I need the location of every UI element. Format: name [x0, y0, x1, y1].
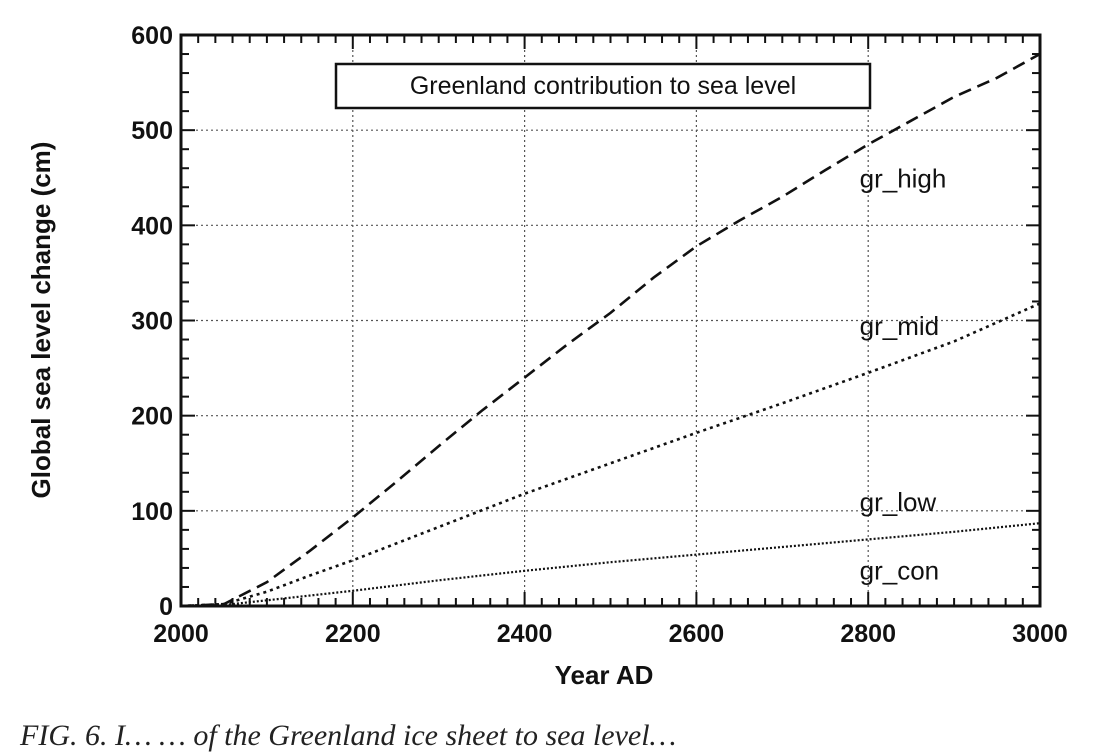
figure-caption: FIG. 6. I… … of the Greenland ice sheet …: [19, 719, 676, 752]
title-box: Greenland contribution to sea level: [334, 62, 872, 110]
y-tick-label: 0: [159, 593, 173, 621]
grid-lines: [181, 35, 1040, 606]
series-label-gr-high: gr_high: [860, 163, 947, 193]
y-tick-label: 400: [131, 212, 173, 240]
series-labels: gr_high gr_mid gr_low gr_con: [860, 163, 947, 585]
plot-frame: [179, 33, 1042, 608]
x-tick-label: 2800: [840, 620, 896, 648]
y-axis-title: Global sea level change (cm): [26, 142, 56, 499]
x-tick-label: 2400: [497, 620, 553, 648]
y-tick-label: 600: [131, 22, 173, 50]
chart-title: Greenland contribution to sea level: [410, 72, 796, 100]
title-box-frame: [334, 62, 872, 110]
x-tick-label: 2000: [153, 620, 209, 648]
series-label-gr-mid: gr_mid: [860, 311, 939, 341]
x-tick-label: 2600: [669, 620, 725, 648]
y-tick-label: 500: [131, 117, 173, 145]
tick-labels: 2000 2200 2400 2600 2800 3000 0 100 200 300 400 500…: [131, 22, 1068, 648]
y-tick-label: 200: [131, 403, 173, 431]
series-label-gr-con: gr_con: [860, 555, 940, 585]
x-tick-label: 2200: [325, 620, 381, 648]
y-tick-label: 100: [131, 498, 173, 526]
x-tick-label: 3000: [1012, 620, 1068, 648]
series-label-gr-low: gr_low: [860, 487, 937, 517]
series-line-gr-high: [180, 52, 1041, 608]
x-axis-title: Year AD: [555, 660, 654, 690]
series-line-gr-low: [180, 522, 1041, 608]
y-tick-label: 300: [131, 308, 173, 336]
